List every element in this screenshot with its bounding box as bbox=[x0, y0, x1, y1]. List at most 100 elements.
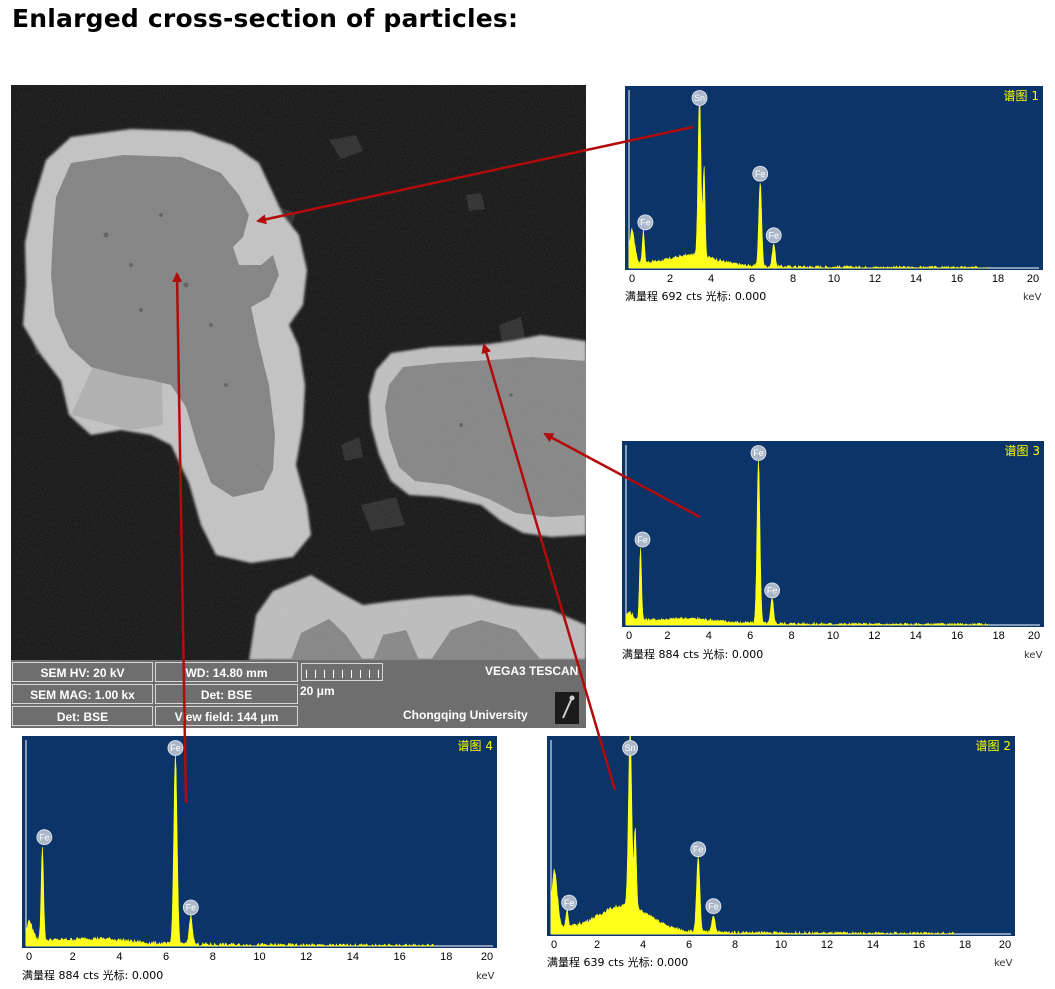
spec-1-peak-marker bbox=[691, 90, 708, 106]
spec-4-peak-label: Fe bbox=[186, 903, 197, 913]
sem-hv-label: SEM HV: 20 kV bbox=[12, 662, 153, 682]
spec-1-x-tick-label: 4 bbox=[708, 273, 714, 285]
spec-2-peak-marker bbox=[705, 898, 722, 915]
spectrum-panel-3: Fe Fe Fe 谱图 3 满量程 884 cts 光标: 0.000 keV 0 2 4… bbox=[622, 441, 1044, 661]
spec-1-x-tick-label: 2 bbox=[667, 273, 673, 285]
spec-4-x-tick-label: 12 bbox=[300, 951, 312, 963]
spec-1-spectrum-curve bbox=[628, 96, 989, 270]
spec-1-peak-marker bbox=[752, 165, 769, 182]
spectrum-3-cursor: 0.000 bbox=[731, 648, 764, 661]
spec-3-x-tick-label: 16 bbox=[951, 630, 963, 642]
spectrum-4-cursor: 0.000 bbox=[131, 969, 164, 982]
spec-3-plot-bg bbox=[622, 441, 1044, 627]
spec-1-x-tick-label: 20 bbox=[1027, 273, 1039, 285]
spec-3-x-tick-label: 2 bbox=[664, 630, 670, 642]
spec-3-tick-strip: 0 2 4 6 8 10 12 14 16 18 20 bbox=[626, 630, 1040, 642]
spectrum-panel-1: Fe Sn Fe Fe 谱图 1 满量程 692 cts 光标: 0.000 keV 0… bbox=[625, 86, 1043, 304]
spectrum-3-footer-label: 满量程 bbox=[622, 648, 655, 661]
spec-2-x-tick-label: 10 bbox=[775, 939, 787, 951]
sem-det-label-top: Det: BSE bbox=[155, 684, 298, 704]
spec-3-peak-marker bbox=[634, 531, 651, 548]
spec-4-x-tick-label: 6 bbox=[163, 951, 169, 963]
spectrum-2-cursor: 0.000 bbox=[656, 956, 689, 969]
spec-4-x-tick-label: 10 bbox=[253, 951, 265, 963]
spec-1-x-tick-label: 8 bbox=[790, 273, 796, 285]
spec-2-peak-label: Fe bbox=[693, 844, 704, 854]
scale-tick bbox=[351, 670, 352, 678]
spectrum-1-counts: 692 cts bbox=[661, 290, 703, 303]
spec-2-peak-marker bbox=[690, 841, 707, 858]
spec-1-peak-label: Fe bbox=[640, 218, 651, 228]
spectrum-3-counts: 884 cts bbox=[658, 648, 700, 661]
spec-2-plot-bg bbox=[547, 736, 1015, 936]
scale-tick bbox=[369, 670, 370, 678]
scale-tick bbox=[360, 670, 361, 678]
spec-1-x-tick-label: 12 bbox=[869, 273, 881, 285]
spec-1-x-tick-label: 10 bbox=[828, 273, 840, 285]
scale-tick bbox=[306, 670, 307, 678]
spec-2-x-tick-label: 8 bbox=[732, 939, 738, 951]
scale-tick bbox=[324, 670, 325, 678]
spectrum-2-footer-label: 满量程 bbox=[547, 956, 580, 969]
scale-tick bbox=[342, 670, 343, 678]
spec-2-spectrum-curve bbox=[550, 736, 954, 935]
spectrum-1-cursor: 0.000 bbox=[734, 290, 767, 303]
instrument-label: VEGA3 TESCAN bbox=[485, 664, 579, 678]
spec-3-x-tick-label: 6 bbox=[747, 630, 753, 642]
spec-3-peak-marker bbox=[750, 445, 767, 461]
spec-2-title: 谱图 2 bbox=[976, 739, 1011, 753]
spec-2-peak-label: Fe bbox=[564, 898, 575, 908]
spec-1-title: 谱图 1 bbox=[1004, 89, 1039, 103]
spec-4-x-tick-label: 14 bbox=[347, 951, 359, 963]
spec-4-x-tick-label: 8 bbox=[210, 951, 216, 963]
spectrum-3-unit: keV bbox=[1024, 650, 1043, 661]
spectrum-3-footer: 满量程 884 cts 光标: 0.000 bbox=[622, 646, 763, 662]
spec-3-x-tick-label: 8 bbox=[789, 630, 795, 642]
spec-4-x-tick-label: 16 bbox=[393, 951, 405, 963]
spec-3-peak-label: Fe bbox=[753, 448, 764, 458]
spec-2-x-tick-label: 12 bbox=[821, 939, 833, 951]
spectrum-1-footer: 满量程 692 cts 光标: 0.000 bbox=[625, 288, 766, 304]
spec-1-peak-label: Sn bbox=[694, 93, 705, 103]
sem-micrograph: SEM HV: 20 kV WD: 14.80 mm SEM MAG: 1.00… bbox=[11, 85, 586, 728]
spectrum-4-footer-label: 满量程 bbox=[22, 969, 55, 982]
institution-label: Chongqing University bbox=[403, 708, 528, 722]
sem-image bbox=[11, 85, 586, 660]
spec-4-x-tick-label: 2 bbox=[70, 951, 76, 963]
spec-2-peak-marker bbox=[561, 894, 578, 911]
spec-1-x-tick-label: 6 bbox=[749, 273, 755, 285]
spectrum-2-plot: Fe Sn Fe Fe 谱图 2 bbox=[547, 736, 1015, 936]
spectrum-4-unit: keV bbox=[476, 971, 495, 982]
spectrum-4-counts: 884 cts bbox=[58, 969, 100, 982]
spec-2-x-tick-label: 20 bbox=[999, 939, 1011, 951]
spec-4-title: 谱图 4 bbox=[458, 739, 493, 753]
spec-3-x-tick-label: 0 bbox=[626, 630, 632, 642]
scale-label: 20 μm bbox=[300, 684, 335, 698]
spectrum-1-unit: keV bbox=[1023, 292, 1042, 303]
sem-info-bar: SEM HV: 20 kV WD: 14.80 mm SEM MAG: 1.00… bbox=[11, 660, 586, 728]
spec-3-spectrum-curve bbox=[625, 460, 989, 626]
spec-3-x-tick-label: 10 bbox=[827, 630, 839, 642]
spec-4-plot-bg bbox=[22, 736, 497, 948]
spec-3-peak-label: Fe bbox=[637, 535, 648, 545]
spec-2-x-tick-label: 16 bbox=[913, 939, 925, 951]
spec-4-x-tick-label: 0 bbox=[26, 951, 32, 963]
sem-view-field-label: View field: 144 μm bbox=[155, 706, 298, 726]
tescan-logo bbox=[555, 692, 579, 724]
spec-4-x-tick-label: 18 bbox=[440, 951, 452, 963]
spec-3-x-tick-label: 18 bbox=[992, 630, 1004, 642]
spec-3-peak-label: Fe bbox=[767, 586, 778, 596]
spectrum-2-footer: 满量程 639 cts 光标: 0.000 bbox=[547, 954, 688, 970]
spectrum-2-cursor-label: 光标: bbox=[627, 956, 654, 969]
spectrum-3-cursor-label: 光标: bbox=[702, 648, 729, 661]
spec-2-tick-strip: 0 2 4 6 8 10 12 14 16 18 20 bbox=[551, 939, 1011, 951]
spec-1-x-tick-label: 16 bbox=[951, 273, 963, 285]
spec-3-title: 谱图 3 bbox=[1005, 444, 1040, 458]
scale-bar bbox=[301, 663, 383, 681]
sem-mag-label: SEM MAG: 1.00 kx bbox=[12, 684, 153, 704]
spectrum-2-unit: keV bbox=[994, 958, 1013, 969]
spec-2-x-tick-label: 4 bbox=[640, 939, 646, 951]
spec-1-peak-label: Fe bbox=[755, 169, 766, 179]
spec-2-x-tick-label: 14 bbox=[867, 939, 879, 951]
spec-3-x-tick-label: 12 bbox=[868, 630, 880, 642]
